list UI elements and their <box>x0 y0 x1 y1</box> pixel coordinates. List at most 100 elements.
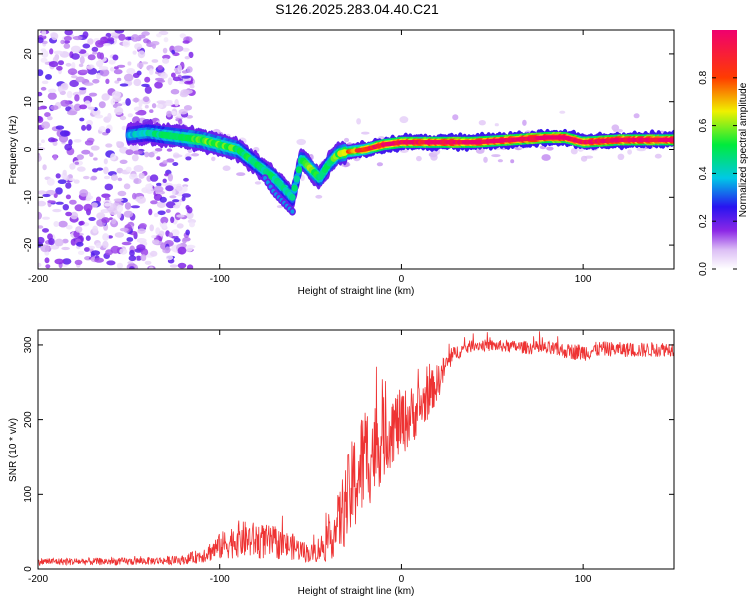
spectrogram-noise-blob <box>101 217 110 224</box>
spectrogram-noise-blob <box>101 209 108 213</box>
spectrogram-noise-blob <box>38 154 42 162</box>
spectrogram-noise-blob <box>138 223 147 229</box>
spectrogram-noise-blob <box>50 32 59 41</box>
spectrogram-noise-blob <box>45 74 52 80</box>
spectrogram-halo-blob <box>570 148 578 155</box>
spectrogram-noise-blob <box>114 66 119 70</box>
spectrogram-noise-blob <box>144 85 152 94</box>
spectrogram-noise-blob <box>186 211 194 220</box>
spectrogram-noise-blob <box>111 90 121 99</box>
colorbar-label: Normalized spectral amplitude <box>738 82 749 217</box>
spectrogram-noise-blob <box>177 246 187 255</box>
spectrogram-noise-blob <box>42 216 50 220</box>
spectrogram-noise-blob <box>79 56 85 65</box>
spectrogram-noise-blob <box>45 189 56 196</box>
spectrogram-halo-blob <box>654 153 662 159</box>
spectrogram-noise-blob <box>165 255 174 261</box>
spectrogram-noise-blob <box>177 64 182 73</box>
spectrogram-noise-blob <box>141 83 150 87</box>
spectrogram-noise-blob <box>116 210 122 219</box>
spectrogram-halo-blob <box>343 137 350 143</box>
spectrogram-noise-blob <box>42 164 47 171</box>
spectrogram-noise-blob <box>105 128 111 134</box>
spectrogram-noise-blob <box>41 50 49 58</box>
spectrogram-noise-blob <box>166 148 173 152</box>
spectrogram-noise-blob <box>132 72 140 78</box>
spectrogram-noise-blob <box>69 199 77 205</box>
spectrogram-noise-blob <box>189 84 195 89</box>
spectrogram-noise-blob <box>169 264 178 268</box>
spectrogram-noise-blob <box>119 159 128 164</box>
spectrogram-halo-blob <box>416 155 422 162</box>
spectrogram-halo-blob <box>497 159 503 163</box>
spectrogram-noise-blob <box>151 239 160 245</box>
spectrogram-noise-blob <box>102 240 109 249</box>
spectrogram-noise-blob <box>66 90 73 99</box>
spectrogram-halo-blob <box>546 146 554 151</box>
spectrogram-noise-blob <box>86 124 92 131</box>
spectrogram-noise-blob <box>176 214 185 218</box>
spectrogram-noise-blob <box>38 190 47 195</box>
spectrogram-noise-blob <box>48 88 57 94</box>
spectrogram-halo-blob <box>510 159 515 164</box>
spectrogram-noise-blob <box>103 43 112 47</box>
spectrogram-halo-blob <box>376 162 383 167</box>
spectrogram-noise-blob <box>106 260 116 266</box>
spectrogram-noise-blob <box>149 109 154 113</box>
spectrogram-noise-blob <box>52 141 58 146</box>
spectrogram-noise-blob <box>65 194 71 200</box>
spectrogram-noise-blob <box>189 221 195 228</box>
spectrogram-noise-blob <box>182 186 188 192</box>
spectrogram-noise-blob <box>48 61 59 68</box>
spectrogram-x-tick-label: 100 <box>575 274 592 285</box>
spectrogram-noise-blob <box>156 201 166 209</box>
snr-x-tick-label: -200 <box>28 574 48 585</box>
spectrogram-noise-blob <box>71 75 78 79</box>
spectrogram-noise-blob <box>91 46 99 53</box>
spectrogram-noise-blob <box>140 254 147 262</box>
snr-y-tick-label: 100 <box>23 486 34 503</box>
spectrogram-noise-blob <box>73 103 82 112</box>
spectrogram-noise-blob <box>56 65 63 71</box>
spectrogram-noise-blob <box>98 66 109 71</box>
spectrogram-noise-blob <box>71 53 80 60</box>
spectrogram-noise-blob <box>75 76 85 83</box>
spectrogram-noise-blob <box>58 134 69 143</box>
spectrogram-noise-blob <box>114 30 125 34</box>
spectrogram-noise-blob <box>172 162 179 166</box>
spectrogram-noise-blob <box>95 196 102 203</box>
snr-ticks: -200 -100 0 100 0 100 200 300 <box>23 330 674 585</box>
snr-frame <box>37 329 675 570</box>
spectrogram-noise-blob <box>149 68 154 75</box>
spectrogram-noise-blob <box>162 178 167 183</box>
spectrogram-noise-blob <box>62 258 72 265</box>
spectrogram-noise-blob <box>126 237 134 242</box>
spectrogram-x-tick-label: -100 <box>210 274 230 285</box>
spectrogram-halo-blob <box>236 172 246 177</box>
spectrogram-noise-blob <box>48 238 55 246</box>
spectrogram-noise-blob <box>166 158 175 163</box>
spectrogram-noise-blob <box>41 80 49 85</box>
spectrogram-noise-blob <box>95 40 105 48</box>
spectrogram-noise-blob <box>153 185 164 193</box>
spectrogram-noise-blob <box>38 262 42 268</box>
spectrogram-noise-blob <box>71 61 76 70</box>
spectrogram-noise-blob <box>185 156 192 161</box>
spectrogram-noise-blob <box>172 76 181 82</box>
spectrogram-noise-blob <box>42 193 51 198</box>
spectrogram-noise-blob <box>133 178 142 185</box>
snr-x-tick-label: 0 <box>399 574 405 585</box>
spectrogram-noise-blob <box>109 67 115 72</box>
spectrogram-noise-blob <box>156 100 167 104</box>
spectrogram-noise-blob <box>162 160 168 165</box>
spectrogram-noise-blob <box>67 110 77 116</box>
spectrogram-noise-blob <box>46 178 55 186</box>
spectrogram-noise-blob <box>144 76 151 83</box>
spectrogram-noise-blob <box>38 37 44 44</box>
snr-x-tick-label: -100 <box>210 574 230 585</box>
spectrogram-noise-blob <box>103 166 109 175</box>
spectrogram-halo-blob <box>361 131 370 135</box>
spectrogram-noise-blob <box>92 168 98 173</box>
spectrogram-y-tick-label: 20 <box>23 48 34 60</box>
spectrogram-noise-blob <box>164 246 171 254</box>
